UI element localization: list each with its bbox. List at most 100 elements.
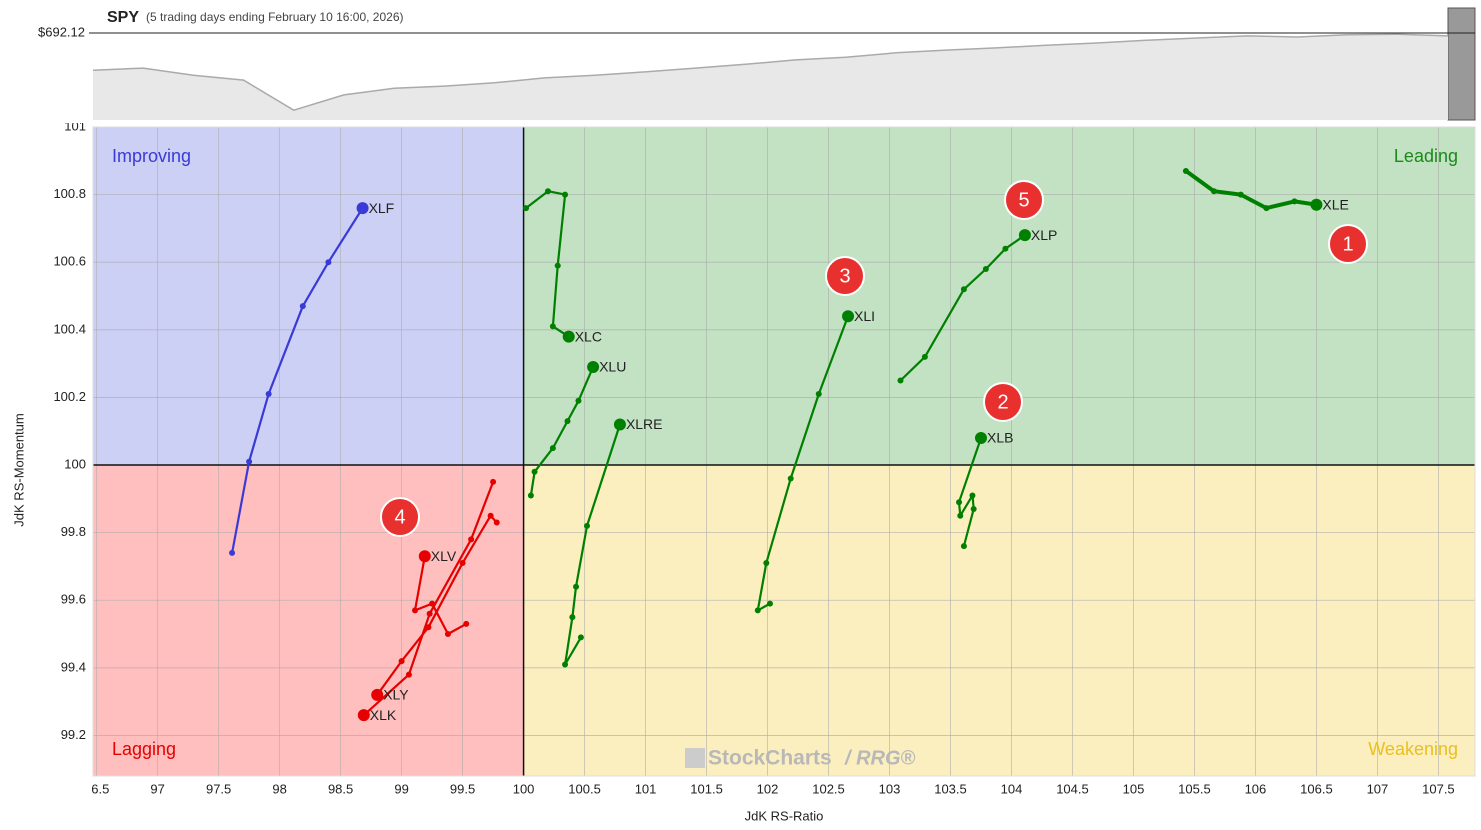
tail-point	[1210, 188, 1217, 195]
quadrant-label: Weakening	[1368, 739, 1458, 759]
tail-point	[960, 286, 967, 293]
tail-point	[299, 303, 306, 310]
tail-point	[815, 391, 822, 398]
quadrant-label: Lagging	[112, 739, 176, 759]
tail-point	[459, 560, 466, 567]
spy-area	[93, 34, 1448, 121]
tail-line	[957, 437, 983, 547]
annotation-badge	[1328, 224, 1368, 264]
x-tick-labels: 96.5 97 97.5 98 98.5 99 99.5 100 100.5 101 101.5 10…	[92, 781, 1455, 796]
tail-line	[231, 207, 364, 554]
x-tick-label: 104	[1001, 781, 1023, 796]
x-tick-label: 107	[1367, 781, 1389, 796]
x-tick-label: 98.5	[328, 781, 353, 796]
tail-point	[531, 468, 538, 475]
watermark: StockCharts	[708, 747, 832, 770]
annotation-badge	[825, 256, 865, 296]
y-tick-label: 99.8	[61, 524, 86, 539]
series-label: XLE	[1322, 196, 1348, 212]
tail-point	[490, 478, 497, 485]
tail-point	[787, 475, 794, 482]
x-tick-label: 100	[513, 781, 535, 796]
tail-point	[554, 262, 561, 269]
y-tick-label: 100.6	[53, 254, 86, 269]
tail-point	[1182, 167, 1189, 174]
tail-head	[371, 688, 384, 701]
tail-point	[265, 391, 272, 398]
x-axis-title: JdK RS-Ratio	[745, 808, 824, 823]
y-tick-label: 100.8	[53, 186, 86, 201]
tail-head	[587, 360, 600, 373]
tail-head	[357, 709, 370, 722]
tail-point	[444, 631, 451, 638]
tail-point	[577, 634, 584, 641]
x-tick-label: 104.5	[1056, 781, 1089, 796]
series-label: XLY	[383, 687, 409, 703]
y-tick-label: 101	[64, 118, 86, 133]
series-label: XLK	[370, 707, 397, 723]
y-tick-label: 100	[64, 456, 86, 471]
x-tick-label: 105.5	[1178, 781, 1211, 796]
tail-point	[549, 323, 556, 330]
quadrant-label: Leading	[1394, 146, 1458, 166]
tail-line	[529, 366, 595, 496]
annotation-badge	[983, 382, 1023, 422]
tail-point	[1291, 198, 1298, 205]
tail-point	[229, 549, 236, 556]
current-period	[1447, 7, 1476, 121]
series-label: XLRE	[626, 416, 663, 432]
x-tick-label: 105	[1123, 781, 1145, 796]
tail-point	[763, 560, 770, 567]
x-tick-label: 107.5	[1422, 781, 1455, 796]
x-tick-label: 106	[1245, 781, 1267, 796]
tail-point	[1002, 245, 1009, 252]
tail-point	[957, 512, 964, 519]
tail-point	[1263, 205, 1270, 212]
annotation-label: 5	[1018, 189, 1029, 211]
tail-point	[956, 499, 963, 506]
series-label: XLP	[1031, 227, 1057, 243]
tail-point	[921, 353, 928, 360]
x-tick-label: 102	[757, 781, 779, 796]
x-tick-label: 98	[272, 781, 286, 796]
x-tick-label: 99	[394, 781, 408, 796]
tail-point	[982, 265, 989, 272]
tail-line	[563, 424, 621, 666]
tail-point	[523, 205, 530, 212]
tail-head	[974, 431, 987, 444]
tail-point	[569, 614, 576, 621]
x-tick-label: 97.5	[206, 781, 231, 796]
spy-title: SPY	[107, 9, 139, 26]
tail-point	[527, 492, 534, 499]
tail-point	[544, 188, 551, 195]
tail-line	[1184, 169, 1317, 211]
x-tick-label: 97	[150, 781, 164, 796]
quadrant	[93, 465, 524, 776]
tail-point	[766, 600, 773, 607]
tail-point	[426, 610, 433, 617]
spy-line	[92, 33, 1449, 112]
tail-point	[549, 445, 556, 452]
series-label: XLB	[987, 430, 1013, 446]
y-tick-label: 100.2	[53, 389, 86, 404]
tail-point	[398, 658, 405, 665]
tails	[229, 167, 1323, 722]
x-tick-label: 103.5	[934, 781, 967, 796]
plot-border	[92, 126, 1476, 777]
watermark-suffix: / RRG®	[844, 747, 916, 769]
y-tick-label: 99.6	[61, 592, 86, 607]
tail-point	[468, 536, 475, 543]
quadrant	[523, 465, 1475, 776]
annotation-label: 2	[997, 391, 1008, 413]
annotation-label: 3	[839, 265, 850, 287]
spy-subtitle: (5 trading days ending February 10 16:00…	[146, 10, 404, 24]
tail-point	[246, 458, 253, 465]
tail-head	[356, 202, 369, 215]
annotation-label: 4	[394, 506, 405, 528]
tail-point	[960, 543, 967, 550]
grid	[93, 127, 1475, 776]
series-label: XLF	[369, 200, 395, 216]
tail-point	[1237, 191, 1244, 198]
tail-head	[1018, 229, 1031, 242]
